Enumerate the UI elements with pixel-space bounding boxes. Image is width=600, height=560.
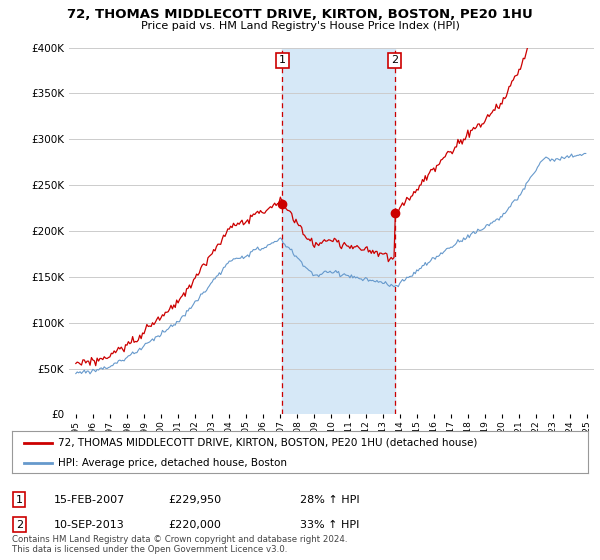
Text: £229,950: £229,950 xyxy=(168,494,221,505)
Text: 1: 1 xyxy=(279,55,286,66)
Text: Contains HM Land Registry data © Crown copyright and database right 2024.: Contains HM Land Registry data © Crown c… xyxy=(12,535,347,544)
Text: 15-FEB-2007: 15-FEB-2007 xyxy=(54,494,125,505)
Text: Price paid vs. HM Land Registry's House Price Index (HPI): Price paid vs. HM Land Registry's House … xyxy=(140,21,460,31)
Bar xyxy=(283,48,395,414)
Text: This data is licensed under the Open Government Licence v3.0.: This data is licensed under the Open Gov… xyxy=(12,545,287,554)
Text: 72, THOMAS MIDDLECOTT DRIVE, KIRTON, BOSTON, PE20 1HU: 72, THOMAS MIDDLECOTT DRIVE, KIRTON, BOS… xyxy=(67,8,533,21)
Text: 28% ↑ HPI: 28% ↑ HPI xyxy=(300,494,359,505)
Text: 2: 2 xyxy=(16,520,23,530)
Text: 2: 2 xyxy=(391,55,398,66)
Text: 1: 1 xyxy=(16,494,23,505)
Text: £220,000: £220,000 xyxy=(168,520,221,530)
Text: 33% ↑ HPI: 33% ↑ HPI xyxy=(300,520,359,530)
Text: 72, THOMAS MIDDLECOTT DRIVE, KIRTON, BOSTON, PE20 1HU (detached house): 72, THOMAS MIDDLECOTT DRIVE, KIRTON, BOS… xyxy=(58,438,478,448)
Text: 10-SEP-2013: 10-SEP-2013 xyxy=(54,520,125,530)
Text: HPI: Average price, detached house, Boston: HPI: Average price, detached house, Bost… xyxy=(58,458,287,468)
